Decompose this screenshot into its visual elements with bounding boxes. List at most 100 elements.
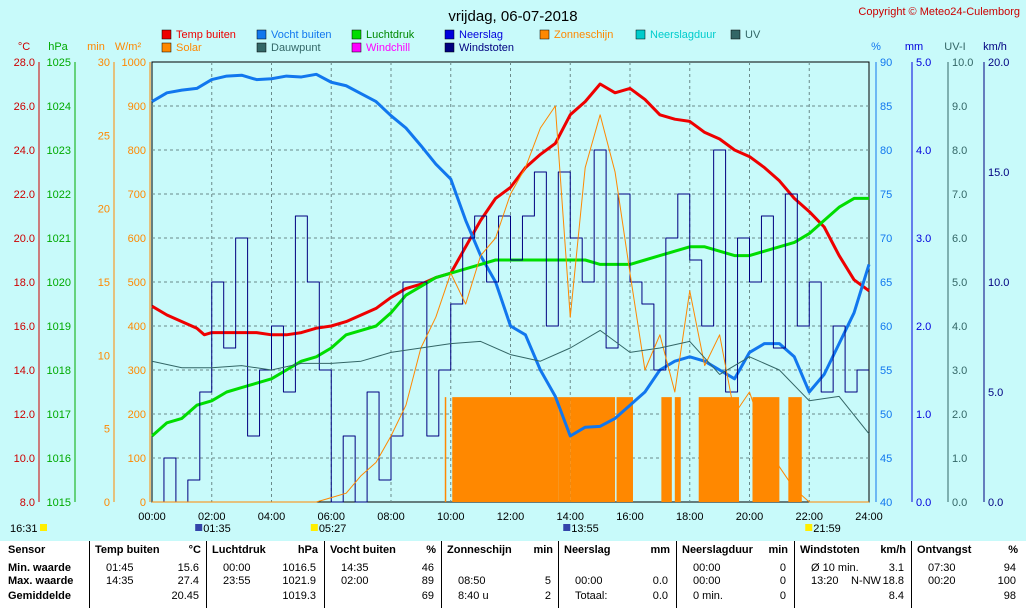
solar_wm2-tick-label: 500 <box>128 277 146 289</box>
zonneschijn-header: Zonneschijn <box>447 544 512 556</box>
sunshine_min-tick-label: 20 <box>98 204 110 216</box>
neerslagduur-time: 0 min. <box>693 590 723 602</box>
column-separator <box>676 541 677 608</box>
x-tick-label: 16:00 <box>616 511 644 523</box>
column-separator <box>911 541 912 608</box>
solar_wm2-tick-label: 700 <box>128 189 146 201</box>
x-tick-label: 20:00 <box>736 511 764 523</box>
humidity_pct-tick-label: 50 <box>880 409 892 421</box>
uv_index-tick-label: 5.0 <box>952 277 967 289</box>
vocht-time: 02:00 <box>341 575 369 587</box>
legend-label: Windstoten <box>459 42 514 54</box>
windstoten-header: Windstoten <box>800 544 860 556</box>
sunshine_min-tick-label: 10 <box>98 350 110 362</box>
pressure_hpa-tick-label: 1020 <box>47 277 71 289</box>
legend-swatch <box>161 42 172 53</box>
uv_index-tick-label: 10.0 <box>952 57 973 69</box>
row-label: Gemiddelde <box>8 590 71 602</box>
ontvangst-header: Ontvangst <box>917 544 972 556</box>
pressure_hpa-tick-label: 1019 <box>47 321 71 333</box>
legend-label: Neerslag <box>459 29 503 41</box>
uv_index-tick-label: 3.0 <box>952 365 967 377</box>
sunshine_min-tick-label: 5 <box>104 424 110 436</box>
windstoten-value: 18.8 <box>882 575 904 587</box>
neerslag-value: 0.0 <box>652 590 668 602</box>
temp-header: Temp buiten <box>95 544 160 556</box>
windstoten-line <box>152 149 869 503</box>
luchtdruk-value: 1021.9 <box>282 575 316 587</box>
humidity_pct-tick-label: 85 <box>880 101 892 113</box>
humidity_pct-tick-label: 90 <box>880 57 892 69</box>
humidity_pct-tick-label: 45 <box>880 453 892 465</box>
luchtdruk-time: 00:00 <box>223 562 251 574</box>
sun-marker-icon <box>805 524 813 531</box>
x-tick-label: 10:00 <box>437 511 465 523</box>
legend-swatch <box>635 29 646 40</box>
legend-label: Windchill <box>366 42 410 54</box>
neerslag-time: 00:00 <box>575 575 603 587</box>
zonneschijn-value: 5 <box>544 575 551 587</box>
ontvangst-value: 94 <box>1003 562 1016 574</box>
legend-swatch <box>351 42 362 53</box>
column-separator <box>324 541 325 608</box>
temp_c-tick-label: 22.0 <box>14 189 35 201</box>
humidity_pct-tick-label: 75 <box>880 189 892 201</box>
column-separator <box>441 541 442 608</box>
x-tick-label: 14:00 <box>556 511 584 523</box>
legend-swatch <box>730 29 741 40</box>
legend-label: UV <box>745 29 761 41</box>
sunshine_min-tick-label: 15 <box>98 277 110 289</box>
legend-swatch <box>351 29 362 40</box>
rain_mm-tick-label: 5.0 <box>916 57 931 69</box>
neerslag-column: Neerslag mm 00:00 Totaal: 0.0 0.0 <box>561 541 674 608</box>
ontvangst-time: 07:30 <box>928 562 956 574</box>
legend-swatch <box>539 29 550 40</box>
solar_wm2-tick-label: 0 <box>140 497 146 509</box>
vocht-value: 69 <box>421 590 434 602</box>
pressure_hpa-tick-label: 1018 <box>47 365 71 377</box>
temp-value: 27.4 <box>177 575 199 587</box>
temp_c-tick-label: 28.0 <box>14 57 35 69</box>
neerslag-unit: mm <box>650 544 670 556</box>
x-tick-label: 04:00 <box>258 511 286 523</box>
zonneschijn-unit: min <box>533 544 553 556</box>
windstoten-time: 13:20 <box>811 575 839 587</box>
x-tick-label: 22:00 <box>795 511 823 523</box>
rain_mm-tick-label: 3.0 <box>916 233 931 245</box>
column-separator <box>794 541 795 608</box>
x-tick-label: 24:00 <box>855 511 883 523</box>
vocht-time: 14:35 <box>341 562 369 574</box>
column-separator <box>89 541 90 608</box>
humidity_pct-tick-label: 55 <box>880 365 892 377</box>
rain_mm-tick-label: 1.0 <box>916 409 931 421</box>
pressure_hpa-tick-label: 1023 <box>47 145 71 157</box>
x-tick-label: 06:00 <box>317 511 345 523</box>
solar_wm2-tick-label: 100 <box>128 453 146 465</box>
humidity_pct-tick-label: 70 <box>880 233 892 245</box>
temp_c-tick-label: 12.0 <box>14 409 35 421</box>
legend-label: Temp buiten <box>176 29 236 41</box>
wind_kmh-tick-label: 0.0 <box>988 497 1003 509</box>
temp-time: 14:35 <box>106 575 134 587</box>
column-separator <box>206 541 207 608</box>
neerslagduur-value: 0 <box>779 590 786 602</box>
sun-marker-icon <box>40 524 47 531</box>
windstoten-column: Windstoten km/h Ø 10 min. 13:20 N-NW 3.1 18.8 8… <box>797 541 910 608</box>
solar_wm2-tick-label: 400 <box>128 321 146 333</box>
uv_index-tick-label: 2.0 <box>952 409 967 421</box>
sensor-header: Sensor <box>8 544 46 556</box>
legend-label: Luchtdruk <box>366 29 415 41</box>
uv_index-tick-label: 8.0 <box>952 145 967 157</box>
sun-marker-icon <box>195 524 203 531</box>
dauwpunt-line <box>151 329 870 435</box>
sensor-column: Sensor Min. waarde Max. waarde Gemiddelde <box>8 541 88 608</box>
sunshine_min-tick-label: 0 <box>104 497 110 509</box>
legend-label: Neerslagduur <box>650 29 716 41</box>
sun-marker-icon <box>310 524 318 531</box>
chart-legend: Temp buiten Vocht buiten Luchtdruk Neerslag… <box>161 29 761 54</box>
x-tick-label: 08:00 <box>377 511 405 523</box>
zonneschijn-time: 08:50 <box>458 575 486 587</box>
luchtdruk-value: 1016.5 <box>282 562 316 574</box>
sun-marker-icon <box>563 524 571 531</box>
wind_kmh-tick-label: 15.0 <box>988 167 1009 179</box>
